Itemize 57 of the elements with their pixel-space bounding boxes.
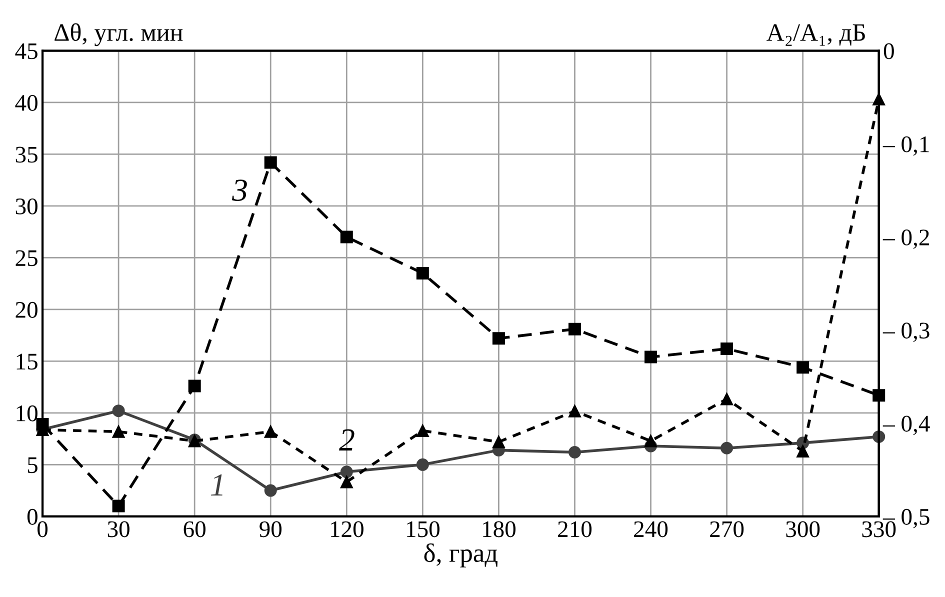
x-tick-label: 30 [108,521,130,538]
y2-axis-title: A₂/A₁, дБ [766,24,865,46]
x-tick-label: 300 [786,521,820,538]
series-label: 1 [210,474,222,496]
x-tick-label: 150 [407,521,440,538]
point [644,350,658,364]
point [416,458,429,471]
y-tick-label: 25 [16,250,38,266]
y-tick-label: 30 [16,198,38,214]
point [644,434,658,448]
point [416,266,429,280]
point [568,446,581,458]
point [720,342,734,356]
point [720,392,734,406]
y-axis-title: Δθ, угл. мин [54,23,183,46]
point [264,425,277,438]
x-axis-title: δ, град [424,543,498,568]
point [796,444,810,458]
point [188,380,201,392]
y-tick-label: 0 [27,508,38,525]
y-tick-label: 10 [16,405,38,422]
y2-tick-label: – 0,4 [882,416,930,436]
x-tick-label: 120 [331,521,364,538]
point [720,442,734,454]
y2-tick-label: – 0,2 [882,230,929,249]
point [264,156,277,169]
point [568,404,581,418]
point [796,361,810,374]
y-tick-label: 5 [28,457,38,474]
y-tick-label: 45 [15,43,38,60]
x-tick-label: 180 [483,521,516,538]
x-tick-label: 270 [710,521,744,538]
x-tick-label: 240 [634,521,668,538]
x-tick-label: 0 [38,521,48,538]
y2-tick-label: – 0,3 [882,322,930,342]
y2-tick-label: – 0,1 [882,136,929,156]
point [340,476,353,488]
point [416,424,429,437]
point [568,322,581,336]
point [340,230,353,244]
y-tick-label: 20 [16,302,38,318]
point [112,404,125,418]
point [112,425,125,438]
point [112,500,125,512]
point [492,436,505,448]
x-tick-label: 60 [184,521,206,538]
y-tick-label: 15 [16,354,38,370]
y-tick-label: 35 [16,146,38,163]
point [340,466,353,478]
point [264,484,277,497]
x-tick-label: 90 [260,521,282,538]
y-tick-label: 40 [15,94,38,111]
point [492,332,505,345]
series-label: 2 [339,429,354,450]
series-label: 3 [232,180,247,202]
x-tick-label: 210 [558,521,592,538]
y2-tick-label: 0 [884,43,894,60]
